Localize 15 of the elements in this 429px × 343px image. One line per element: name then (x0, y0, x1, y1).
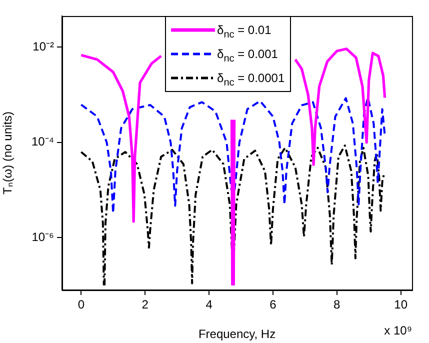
x-tick-label: 0 (78, 298, 85, 312)
y-tick-label: 10⁻⁴ (31, 134, 54, 149)
x-tick-label: 10 (394, 298, 408, 312)
x-tick-label: 8 (334, 298, 341, 312)
y-tick-label: 10⁻⁶ (32, 230, 54, 244)
legend-label: δ$_{nc}$ = 0.01 (217, 22, 272, 42)
x-tick-label: 4 (206, 298, 213, 312)
legend-label: δ$_{nc}$ = 0.0001 (217, 70, 285, 90)
x-tick-label: 6 (270, 298, 277, 312)
y-axis-title: Tₙ(ω) (no units) (0, 111, 15, 195)
y-tick-label: 10⁻² (32, 39, 54, 54)
x-axis-title: Frequency, Hz (198, 327, 276, 342)
x-tick-label: 2 (142, 298, 149, 312)
text: x 10⁹ (384, 323, 412, 338)
legend-label: δ$_{nc}$ = 0.001 (217, 46, 278, 66)
